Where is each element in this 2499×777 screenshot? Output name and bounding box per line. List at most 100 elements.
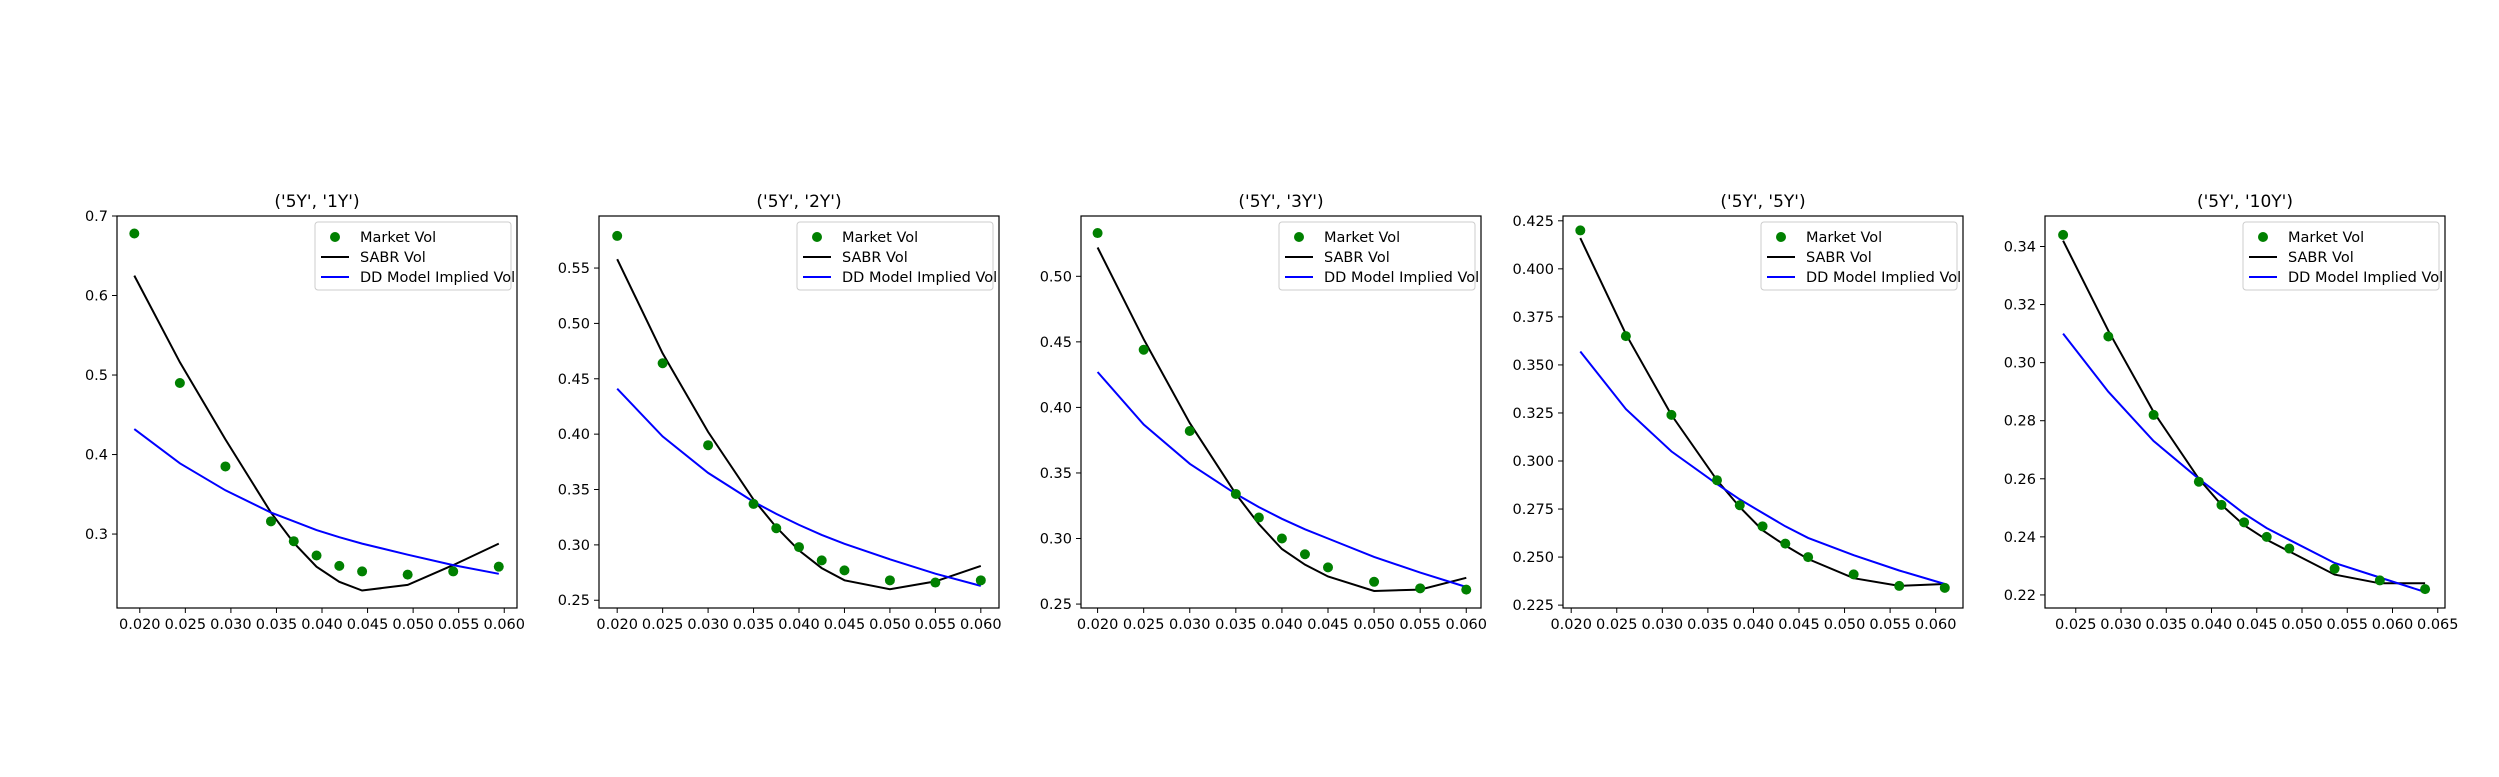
market-vol-point [311,550,322,561]
panel-title: ('5Y', '3Y') [1238,192,1323,212]
market-vol-point [884,575,895,586]
market-vol-point [1253,512,1264,523]
y-tick-label: 0.350 [1512,358,1554,374]
market-vol-point [334,560,345,571]
market-vol-point [839,565,850,576]
chart-panel-1: ('5Y', '1Y')0.020 0.025 0.030 0.035 0.040 0.0… [85,192,525,633]
market-vol-point [612,230,623,241]
legend-market-label: Market Vol [1324,230,1400,246]
x-tick-label: 0.020 [596,617,638,633]
x-tick-label: 0.025 [1123,617,1165,633]
market-vol-point [2284,543,2295,554]
x-tick-label: 0.060 [2372,617,2414,633]
chart-panel-3: ('5Y', '3Y')0.020 0.025 0.030 0.035 0.040 0.0… [1040,192,1487,633]
market-vol-point [2103,331,2114,342]
panel-title: ('5Y', '2Y') [756,192,841,212]
axes-frame [1080,215,1482,609]
x-tick-label: 0.050 [2281,617,2323,633]
x-tick-label: 0.035 [2146,617,2188,633]
x-tick-label: 0.035 [1687,617,1729,633]
market-vol-point [129,228,140,239]
market-vol-point [771,523,782,534]
axes-frame [116,215,518,609]
x-tick-label: 0.025 [2055,617,2097,633]
x-tick-label: 0.065 [2417,617,2459,633]
x-tick-label: 0.055 [1399,617,1441,633]
market-vol-point [1092,228,1103,239]
legend-market-label: Market Vol [360,230,436,246]
legend-box [796,221,994,291]
market-vol-point [448,566,459,577]
legend: Market Vol SABR Vol DD Model Implied Vol [796,221,997,291]
market-vol-point [816,555,827,566]
legend-sabr-label: SABR Vol [1806,250,1872,266]
market-vol-point [288,536,299,547]
y-tick-label: 0.40 [558,427,590,443]
x-tick-label: 0.040 [301,617,343,633]
axes-frame [1562,215,1964,609]
market-vol-point [1230,488,1241,499]
x-tick-label: 0.025 [642,617,684,633]
plot-area [129,228,504,592]
y-tick-label: 0.40 [1040,400,1072,416]
market-vol-point [1184,426,1195,437]
legend-box [1760,221,1958,291]
market-vol-point [2329,563,2340,574]
y-tick-label: 0.375 [1512,310,1554,326]
legend-box [2242,221,2440,291]
market-vol-point [1276,533,1287,544]
chart-panel-2: ('5Y', '2Y')0.020 0.025 0.030 0.035 0.040 0.0… [558,192,1002,633]
legend-market-label: Market Vol [842,230,918,246]
axes-frame [2044,215,2446,609]
y-tick-label: 0.35 [1040,466,1072,482]
x-tick-label: 0.020 [1550,617,1592,633]
market-vol-point [265,516,276,527]
market-vol-point [1369,576,1380,587]
x-tick-label: 0.060 [1915,617,1957,633]
legend-dd-label: DD Model Implied Vol [1324,270,1479,286]
x-tick-label: 0.055 [1869,617,1911,633]
sabr-vol-line [133,275,500,592]
x-tick-label: 0.040 [778,617,820,633]
market-vol-point [1620,331,1631,342]
market-vol-point [1894,580,1905,591]
chart-panel-4: ('5Y', '5Y')0.020 0.025 0.030 0.035 0.040 0.0… [1512,192,1964,633]
market-vol-point [1415,583,1426,594]
y-tick-label: 0.28 [2004,414,2036,430]
y-tick-label: 0.55 [558,261,590,277]
x-tick-label: 0.045 [824,617,866,633]
market-vol-point [1734,500,1745,511]
market-vol-point [2261,531,2272,542]
market-vol-point [1666,409,1677,420]
market-vol-point [1299,549,1310,560]
x-tick-label: 0.050 [869,617,911,633]
legend-market-label: Market Vol [2288,230,2364,246]
market-vol-point [1138,344,1149,355]
y-tick-label: 0.250 [1512,550,1554,566]
y-tick-label: 0.45 [558,372,590,388]
x-tick-label: 0.055 [438,617,480,633]
dd-model-line [1579,350,1946,585]
market-vol-point [2374,575,2385,586]
plot-area [1575,225,1950,593]
x-tick-label: 0.045 [1778,617,1820,633]
dd-model-line [133,428,499,575]
sabr-vol-line [1096,247,1467,593]
market-vol-point [174,377,185,388]
x-tick-label: 0.030 [2100,617,2142,633]
panel-title: ('5Y', '10Y') [2197,192,2293,212]
x-tick-label: 0.020 [119,617,161,633]
legend-market-marker [812,232,822,242]
y-tick-label: 0.50 [558,316,590,332]
x-tick-label: 0.055 [915,617,957,633]
y-tick-label: 0.325 [1512,406,1554,422]
x-tick-label: 0.045 [347,617,389,633]
x-tick-label: 0.060 [960,617,1002,633]
legend: Market Vol SABR Vol DD Model Implied Vol [1760,221,1961,291]
y-tick-label: 0.425 [1512,214,1554,230]
x-tick-label: 0.050 [392,617,434,633]
x-tick-label: 0.060 [483,617,525,633]
y-tick-label: 0.35 [558,483,590,499]
